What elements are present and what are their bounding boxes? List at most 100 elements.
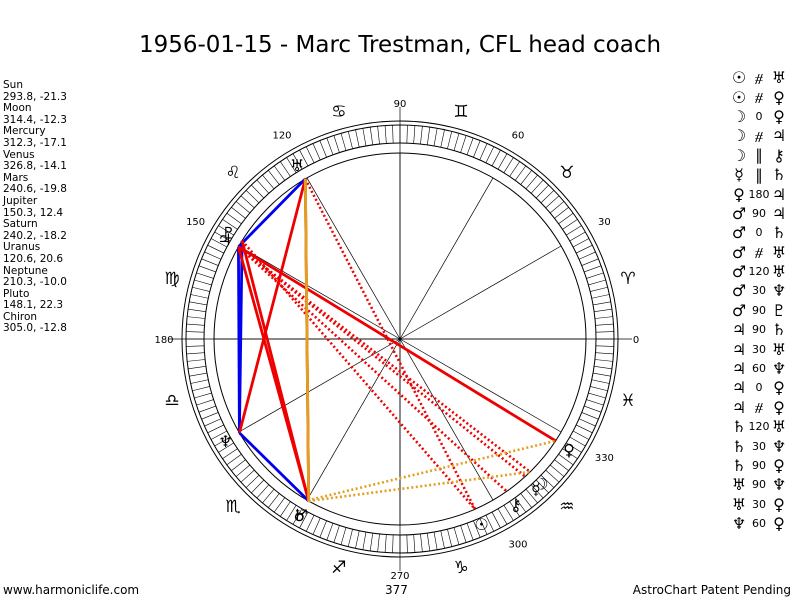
degree-tick — [187, 316, 206, 319]
degree-label: 30 — [598, 217, 611, 228]
degree-tick — [333, 135, 340, 153]
degree-tick — [592, 301, 611, 306]
degree-tick — [188, 365, 206, 370]
degree-tick — [299, 511, 309, 529]
degree-tick — [362, 128, 367, 147]
aspect-type: 90 — [752, 206, 766, 220]
degree-tick — [280, 501, 291, 517]
degree-tick — [594, 308, 612, 313]
planet-name: Mercury — [3, 125, 46, 138]
aspect-planet-2-icon: ♄ — [771, 165, 787, 185]
degree-label: 60 — [512, 131, 525, 142]
degree-tick — [256, 484, 270, 499]
degree-tick — [305, 515, 315, 532]
degree-tick — [595, 331, 614, 333]
zodiac-sign-icon: ♒ — [559, 497, 574, 517]
degree-tick — [520, 493, 532, 508]
degree-tick — [558, 453, 574, 466]
aspect-planet-1-icon: ♃ — [731, 320, 747, 340]
degree-tick — [198, 405, 216, 413]
degree-tick — [562, 219, 578, 230]
aspect-type: 120 — [748, 420, 770, 434]
degree-tick — [588, 392, 606, 399]
aspect-planet-2-icon: ♆ — [771, 359, 787, 379]
aspect-type: 60 — [752, 362, 766, 376]
aspect-planet-2-icon: ♅ — [771, 262, 787, 282]
degree-tick — [509, 501, 520, 517]
degree-tick — [251, 479, 265, 494]
degree-tick — [485, 515, 495, 532]
degree-tick — [222, 448, 238, 459]
degree-tick — [426, 127, 431, 145]
degree-tick — [590, 286, 608, 292]
degree-tick — [189, 301, 208, 306]
degree-label: 150 — [186, 217, 205, 228]
degree-tick — [240, 469, 255, 483]
degree-tick — [535, 479, 549, 494]
degree-tick — [192, 386, 210, 392]
aspect-planet-1-icon: ♂ — [731, 242, 747, 262]
footer-notice: AstroChart Patent Pending — [632, 583, 791, 597]
degree-tick — [578, 251, 596, 260]
degree-tick — [440, 530, 445, 549]
degree-tick — [466, 137, 474, 155]
degree-label: 300 — [508, 539, 527, 550]
aspect-planet-2-icon: ♅ — [771, 68, 787, 88]
degree-tick — [549, 201, 565, 214]
degree-tick — [514, 165, 527, 181]
aspect-row: ♄ 90 ♀ — [730, 456, 800, 475]
zodiac-sign-icon: ♈ — [620, 269, 635, 289]
aspect-planet-2-icon: ♄ — [771, 320, 787, 340]
degree-tick — [194, 392, 212, 399]
planet-glyph-icon: ♆ — [218, 432, 232, 451]
degree-tick — [188, 308, 206, 313]
aspect-line — [237, 177, 307, 248]
aspect-row: ♃ 30 ♅ — [730, 339, 800, 359]
degree-tick — [535, 184, 549, 199]
aspect-row: ☉ ⧣ ♅ — [730, 68, 800, 87]
aspect-row: ☽ 0 ♀ — [730, 107, 800, 126]
aspect-planet-2-icon: ♃ — [771, 126, 787, 146]
aspect-row: ♃ ⧣ ♀ — [730, 398, 800, 417]
degree-tick — [581, 258, 599, 266]
degree-tick — [514, 497, 527, 513]
degree-tick — [226, 212, 242, 225]
degree-tick — [280, 161, 291, 177]
degree-tick — [186, 323, 205, 326]
aspect-planet-1-icon: ♂ — [731, 300, 747, 320]
aspect-type: ⧣ — [754, 243, 764, 262]
degree-tick — [377, 126, 380, 145]
aspect-row: ♄ 30 ♆ — [730, 436, 800, 456]
degree-tick — [201, 412, 219, 420]
zodiac-sign-icon: ♉ — [559, 163, 574, 183]
degree-tick — [447, 131, 453, 149]
degree-tick — [186, 331, 205, 333]
degree-tick — [190, 294, 209, 299]
degree-tick — [262, 488, 275, 504]
footer-website[interactable]: www.harmoniclife.com — [3, 583, 140, 597]
sign-spoke — [399, 177, 494, 340]
aspect-planet-2-icon: ♅ — [771, 339, 787, 359]
planet-position: 150.3, 12.4 — [3, 206, 64, 219]
degree-tick — [594, 316, 613, 319]
degree-tick — [286, 505, 297, 521]
planet-glyph-icon: ⚷ — [510, 495, 522, 514]
aspect-planet-2-icon: ♀ — [773, 456, 785, 475]
degree-tick — [491, 511, 501, 529]
degree-tick — [440, 129, 445, 148]
degree-label: 270 — [390, 571, 409, 582]
zodiac-sign-icon: ♎ — [164, 391, 179, 411]
aspect-row: ♄ 120 ♅ — [730, 417, 800, 436]
degree-tick — [369, 127, 374, 145]
aspect-planet-1-icon: ♄ — [731, 417, 747, 437]
degree-tick — [240, 195, 255, 209]
zodiac-sign-icon: ♊ — [453, 102, 468, 122]
planet-glyph-icon: ☽ — [534, 474, 548, 493]
aspect-type: ‖ — [755, 165, 763, 184]
degree-tick — [218, 442, 234, 453]
planet-name: Uranus — [3, 241, 41, 254]
sign-spoke — [399, 245, 562, 340]
degree-tick — [426, 533, 431, 551]
degree-tick — [554, 459, 569, 471]
degree-tick — [207, 424, 224, 434]
